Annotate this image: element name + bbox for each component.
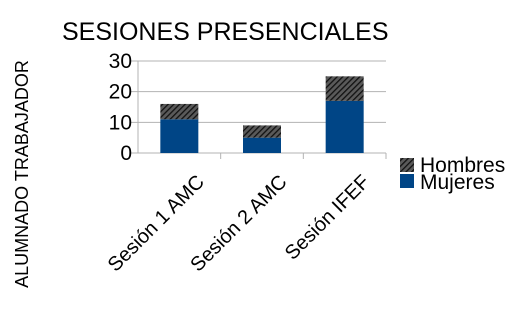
legend-swatch-hombres <box>400 158 414 172</box>
legend-label-hombres: Hombres <box>420 154 505 177</box>
bar-hombres-1 <box>160 103 199 120</box>
bar-mujeres-3 <box>325 100 364 153</box>
chart-title: SESIONES PRESENCIALES <box>62 18 389 46</box>
legend-swatch-mujeres <box>400 174 414 188</box>
legend-label-mujeres: Mujeres <box>420 171 495 194</box>
y-tick-label: 20 <box>109 81 132 104</box>
legend: Hombres Mujeres <box>400 154 505 194</box>
bars <box>160 76 364 153</box>
bar-hombres-2 <box>243 125 281 138</box>
y-tick-label: 10 <box>109 111 132 134</box>
y-tick-label: 0 <box>120 142 132 165</box>
y-axis-ticks: 0 10 20 30 <box>109 50 132 165</box>
y-tick-label: 30 <box>109 50 132 73</box>
bar-mujeres-1 <box>160 119 199 153</box>
x-tick-label: Sesión IFEF <box>281 171 374 264</box>
bar-mujeres-2 <box>243 137 281 153</box>
bar-hombres-3 <box>325 76 364 101</box>
y-axis-label: ALUMNADO TRABAJADOR <box>12 60 32 288</box>
